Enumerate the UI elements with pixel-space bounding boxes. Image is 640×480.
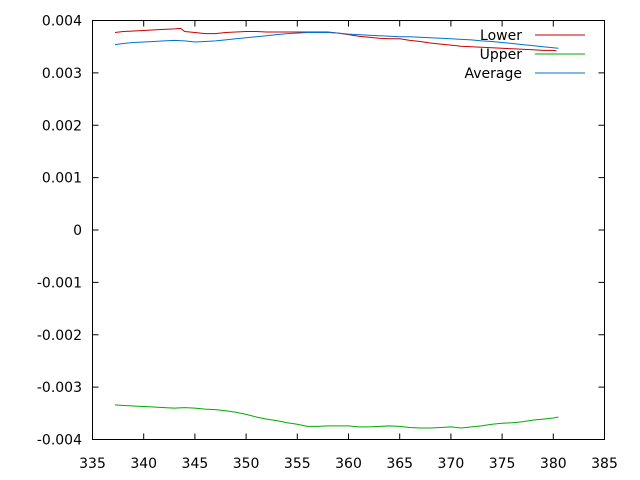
x-tick-label: 370 bbox=[438, 456, 465, 472]
y-tick-label: 0.001 bbox=[42, 171, 82, 187]
y-tick-label: 0.003 bbox=[42, 66, 82, 82]
x-tick-label: 340 bbox=[130, 456, 157, 472]
legend-label-lower: Lower bbox=[480, 28, 522, 44]
x-tick-label: 350 bbox=[233, 456, 260, 472]
series-line-upper bbox=[114, 404, 559, 429]
x-tick-label: 345 bbox=[182, 456, 209, 472]
x-tick-label: 380 bbox=[540, 456, 567, 472]
y-axis: -0.004 -0.003 -0.002 -0.001 0 0.001 0.002 0.003… bbox=[37, 14, 605, 449]
y-tick-label: 0.002 bbox=[42, 118, 82, 134]
series-layer bbox=[114, 27, 559, 429]
y-tick-label: -0.003 bbox=[37, 380, 82, 396]
x-tick-label: 355 bbox=[284, 456, 311, 472]
plot-frame bbox=[92, 20, 605, 440]
y-tick-label: -0.002 bbox=[37, 328, 82, 344]
x-tick-label: 375 bbox=[489, 456, 516, 472]
x-tick-label: 365 bbox=[386, 456, 413, 472]
legend-label-average: Average bbox=[465, 66, 523, 82]
x-tick-label: 360 bbox=[335, 456, 362, 472]
y-tick-label: -0.004 bbox=[37, 433, 82, 449]
x-tick-label: 335 bbox=[79, 456, 106, 472]
y-tick-label: 0 bbox=[73, 223, 82, 239]
legend: Lower Upper Average bbox=[465, 28, 585, 82]
y-tick-label: 0.004 bbox=[42, 14, 82, 30]
y-tick-label: -0.001 bbox=[37, 275, 82, 291]
series-line-average bbox=[114, 32, 559, 49]
x-axis: 335 340 345 350 355 360 365 370 375 380 385 bbox=[79, 20, 618, 472]
legend-label-upper: Upper bbox=[480, 47, 523, 63]
x-tick-label: 385 bbox=[591, 456, 618, 472]
